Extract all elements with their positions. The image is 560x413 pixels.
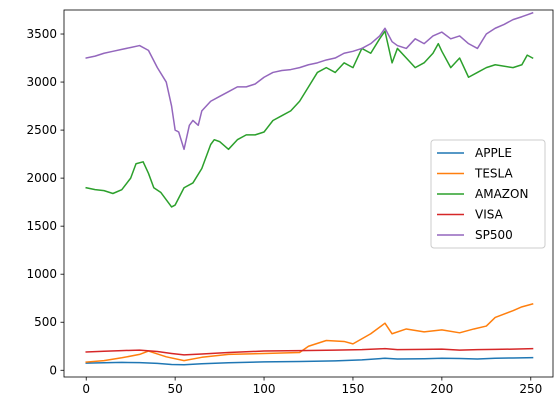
series-line-visa xyxy=(85,347,534,356)
legend-label-sp500: SP500 xyxy=(475,228,513,242)
legend-label-tesla: TESLA xyxy=(474,167,513,181)
x-tick-label: 250 xyxy=(519,382,542,396)
series-line-tesla xyxy=(85,303,534,363)
y-tick-label: 1000 xyxy=(26,267,57,281)
series-line-sp500 xyxy=(85,11,534,151)
y-tick-label: 500 xyxy=(34,315,57,329)
y-tick-label: 2500 xyxy=(26,123,57,137)
x-tick-label: 200 xyxy=(430,382,453,396)
y-tick-label: 3500 xyxy=(26,27,57,41)
x-tick-label: 0 xyxy=(82,382,90,396)
y-tick-label: 2000 xyxy=(26,171,57,185)
y-tick-label: 3000 xyxy=(26,75,57,89)
axes-frame xyxy=(63,9,554,378)
x-tick-label: 100 xyxy=(253,382,276,396)
series-line-apple xyxy=(85,356,534,366)
x-axis-ticks: 0 50 100 150 200 250 xyxy=(82,377,542,396)
axes-border xyxy=(63,9,554,378)
y-tick-label: 1500 xyxy=(26,219,57,233)
legend-label-apple: APPLE xyxy=(475,146,512,160)
x-tick-label: 150 xyxy=(342,382,365,396)
x-tick-label: 50 xyxy=(167,382,182,396)
legend-label-visa: VISA xyxy=(475,208,504,222)
series-layer xyxy=(85,11,534,366)
series-line-amazon xyxy=(85,30,534,208)
y-axis-ticks: 0 500 1000 1500 2000 2500 3000 3500 xyxy=(26,27,64,377)
legend-label-amazon: AMAZON xyxy=(475,187,528,201)
legend-box xyxy=(430,139,546,249)
legend: APPLE TESLA AMAZON VISA SP500 xyxy=(430,139,546,249)
y-tick-label: 0 xyxy=(49,363,57,377)
